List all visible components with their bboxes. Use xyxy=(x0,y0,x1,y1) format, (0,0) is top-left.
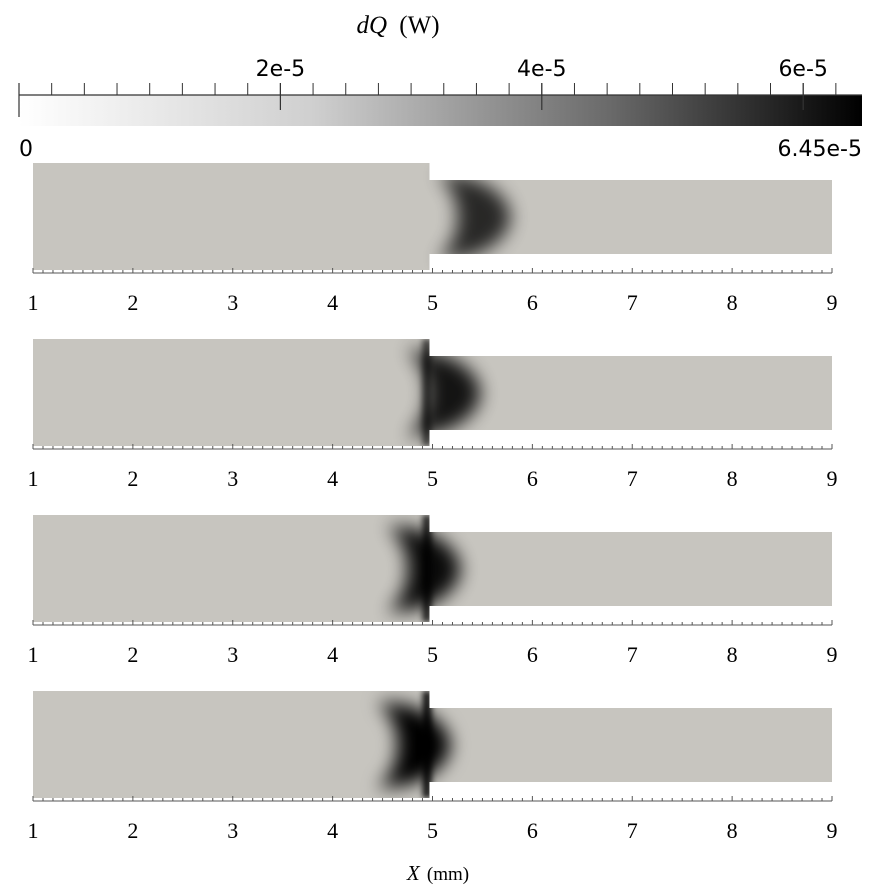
x-tick-label: 1 xyxy=(28,290,39,315)
x-tick-label: 8 xyxy=(727,642,738,667)
x-tick-label: 6 xyxy=(527,466,538,491)
x-tick-label: 4 xyxy=(327,642,338,667)
x-tick-label: 4 xyxy=(327,290,338,315)
x-tick-label: 9 xyxy=(827,642,838,667)
x-tick-label: 8 xyxy=(727,818,738,843)
x-tick-label: 5 xyxy=(427,642,438,667)
flow-domain xyxy=(33,691,832,798)
flow-domain xyxy=(33,339,832,446)
flow-domain xyxy=(33,515,832,622)
x-tick-label: 1 xyxy=(28,818,39,843)
domain-narrow-section xyxy=(429,532,832,606)
panel-3: 1 2 3 4 5 6 7 8 9 xyxy=(28,515,838,667)
colorbar-ticks: 2e-5 4e-5 6e-5 xyxy=(18,57,837,117)
x-tick-label: 3 xyxy=(227,290,238,315)
colorbar-title-variable: dQ xyxy=(356,12,387,39)
colorbar-gradient xyxy=(19,95,862,126)
x-tick-label: 9 xyxy=(827,290,838,315)
panel-1: 1 2 3 4 5 6 7 8 9 xyxy=(28,163,838,315)
x-tick-label: 3 xyxy=(227,818,238,843)
x-tick-label: 2 xyxy=(127,818,138,843)
x-tick-label: 7 xyxy=(627,290,638,315)
x-tick-label: 3 xyxy=(227,642,238,667)
x-tick-label: 9 xyxy=(827,818,838,843)
colorbar-tick-label: 6e-5 xyxy=(778,57,827,82)
wall-heat-layer xyxy=(422,339,432,446)
x-axis-variable: X xyxy=(406,861,421,885)
x-tick-label: 3 xyxy=(227,466,238,491)
domain-wide-section xyxy=(33,163,430,270)
x-tick-label: 7 xyxy=(627,642,638,667)
reaction-front xyxy=(377,702,451,788)
x-tick-label: 2 xyxy=(127,290,138,315)
wall-heat-layer xyxy=(422,515,432,622)
colorbar-tick-label: 4e-5 xyxy=(517,57,566,82)
simulation-panels: 1 2 3 4 5 6 7 8 9 1 2 3 4 5 6 7 8 9 1 2 3 4 5 6 7 8 9 1 2 3 4 5 6 7 8 9 xyxy=(28,163,838,843)
x-tick-label: 5 xyxy=(427,818,438,843)
x-tick-label: 1 xyxy=(28,466,39,491)
x-tick-label: 7 xyxy=(627,466,638,491)
x-tick-label: 6 xyxy=(527,818,538,843)
reaction-front xyxy=(437,174,511,260)
x-tick-label: 1 xyxy=(28,642,39,667)
domain-wide-section xyxy=(33,515,430,622)
x-tick-label: 5 xyxy=(427,290,438,315)
flow-domain xyxy=(33,163,832,270)
x-axis-label: X (mm) xyxy=(406,861,469,885)
domain-narrow-section xyxy=(429,708,832,782)
x-tick-label: 7 xyxy=(627,818,638,843)
x-tick-label: 6 xyxy=(527,290,538,315)
x-tick-label: 2 xyxy=(127,642,138,667)
wall-heat-layer xyxy=(422,691,432,798)
colorbar: 2e-5 4e-5 6e-5 0 6.45e-5 xyxy=(18,57,862,162)
colorbar-title: dQ (W) xyxy=(356,12,439,39)
x-tick-label: 4 xyxy=(327,818,338,843)
colorbar-min-label: 0 xyxy=(19,137,33,162)
colorbar-title-unit: (W) xyxy=(399,12,439,39)
x-tick-label: 8 xyxy=(727,290,738,315)
x-tick-label: 2 xyxy=(127,466,138,491)
panel-2: 1 2 3 4 5 6 7 8 9 xyxy=(28,339,838,491)
x-tick-label: 5 xyxy=(427,466,438,491)
colorbar-tick-label: 2e-5 xyxy=(256,57,305,82)
domain-wide-section xyxy=(33,339,430,446)
x-tick-label: 9 xyxy=(827,466,838,491)
x-axis-unit: (mm) xyxy=(427,864,469,885)
domain-narrow-section xyxy=(429,356,832,430)
x-tick-label: 6 xyxy=(527,642,538,667)
domain-wide-section xyxy=(33,691,430,798)
x-tick-label: 8 xyxy=(727,466,738,491)
panel-4: 1 2 3 4 5 6 7 8 9 xyxy=(28,691,838,843)
x-tick-label: 4 xyxy=(327,466,338,491)
colorbar-max-label: 6.45e-5 xyxy=(778,137,862,162)
